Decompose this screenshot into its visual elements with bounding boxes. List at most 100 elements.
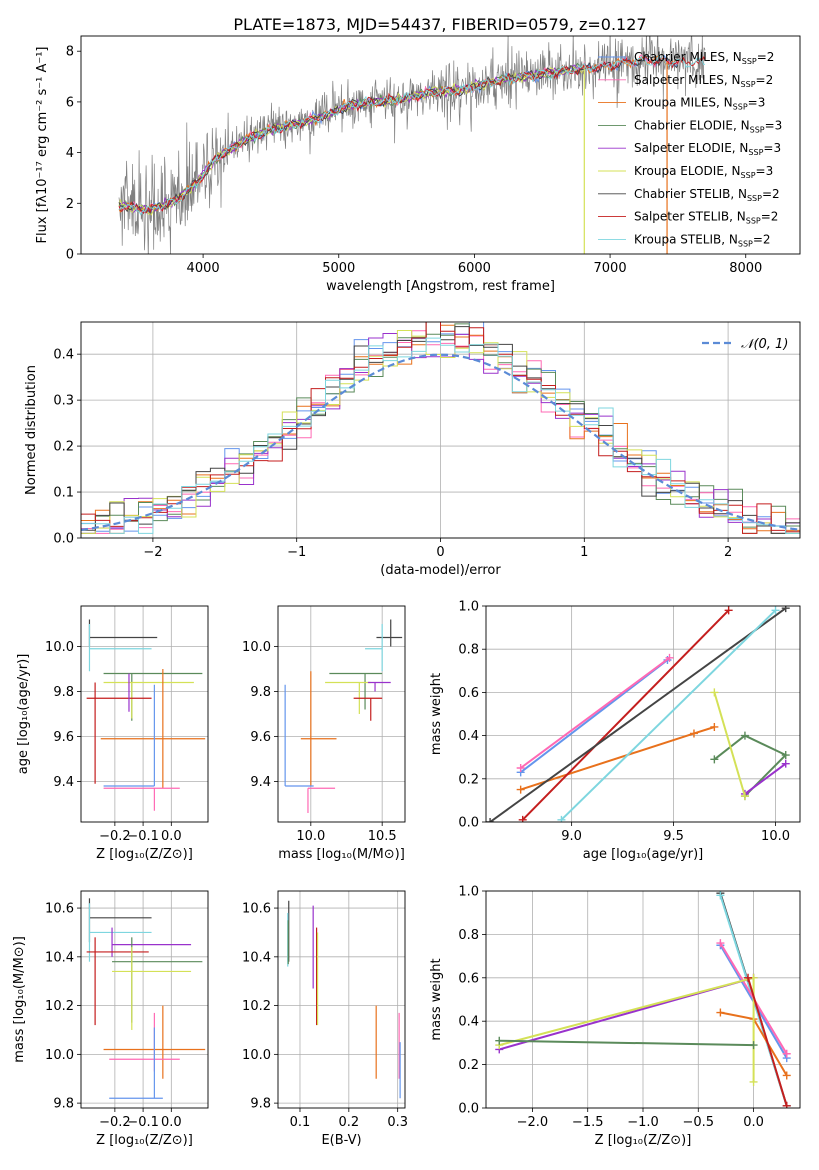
weight-point-marker <box>740 731 749 740</box>
weight-vs-age-xtick-label: 9.0 <box>561 829 582 844</box>
weight-point-marker <box>495 1036 504 1045</box>
weight-line <box>520 656 671 769</box>
figure-title: PLATE=1873, MJD=54437, FIBERID=0579, z=0… <box>233 15 646 34</box>
weight-vs-age-xlabel: age [log₁₀(age/yr)] <box>583 847 704 862</box>
mass-vs-Z-ytick-label: 10.6 <box>45 902 74 917</box>
residuals-plot-area <box>81 322 800 534</box>
weight-point-marker <box>665 653 674 662</box>
age-vs-mass-xtick-label: 10.0 <box>296 829 325 844</box>
age-vs-mass-ytick-label: 10.0 <box>242 640 271 655</box>
residuals-ytick-label: 0.3 <box>53 394 74 409</box>
weight-line <box>713 692 746 797</box>
spectrum-ylabel: Flux [fλ10⁻¹⁷ erg cm⁻² s⁻¹ A⁻¹] <box>35 47 50 244</box>
weight-line <box>560 609 777 821</box>
legend-entry: Kroupa MILES, NSSP=3 <box>634 96 765 112</box>
weight-point-marker <box>710 722 719 731</box>
weight-vs-age-ytick-label: 0.0 <box>458 816 479 831</box>
weight-vs-Z-ytick-label: 0.4 <box>458 1015 479 1030</box>
spectrum-model-chabrier-stelib <box>118 54 679 215</box>
weight-point-marker <box>782 1101 791 1108</box>
weight-vs-age-ylabel: mass weight <box>429 673 444 755</box>
residuals-xtick-label: 2 <box>724 545 732 560</box>
weight-point-marker <box>516 785 525 794</box>
spectrum-xtick-label: 5000 <box>322 261 355 276</box>
age-vs-Z-ytick-label: 9.4 <box>53 775 74 790</box>
weight-vs-Z-ylabel: mass weight <box>429 958 444 1040</box>
age-vs-Z-xtick-label: −0.2 <box>99 829 131 844</box>
mass-vs-EBV-ytick-label: 10.6 <box>242 902 271 917</box>
weight-line <box>713 734 788 797</box>
weight-vs-age-ytick-label: 0.4 <box>458 729 479 744</box>
age-vs-Z-ytick-label: 9.6 <box>53 730 74 745</box>
weight-point-marker <box>716 891 725 900</box>
residuals-frame <box>80 321 801 539</box>
spectrum-ytick-label: 2 <box>66 197 74 212</box>
histogram-step-kroupa-stelib <box>81 337 800 534</box>
mass-vs-EBV-ytick-label: 10.0 <box>242 1048 271 1063</box>
mass-vs-Z-ytick-label: 10.2 <box>45 999 74 1014</box>
spectrum-xtick-label: 7000 <box>594 261 627 276</box>
mass-vs-Z-ytick-label: 9.8 <box>53 1097 74 1112</box>
mass-vs-EBV-plot-area <box>287 900 401 1099</box>
mass-vs-Z-xtick-label: −0.1 <box>127 1115 159 1130</box>
legend-entry: Chabrier MILES, NSSP=2 <box>634 50 774 66</box>
weight-line <box>521 609 730 821</box>
residuals-xtick-label: −2 <box>143 545 162 560</box>
weight-line <box>747 977 788 1107</box>
mass-vs-EBV-frame <box>277 890 406 1109</box>
residuals-xtick-label: 1 <box>580 545 588 560</box>
age-vs-Z-xlabel: Z [log₁₀(Z/Z⊙)] <box>96 847 193 862</box>
legend-entry: Salpeter ELODIE, NSSP=3 <box>634 141 781 157</box>
weight-point-marker <box>724 606 733 615</box>
weight-vs-Z-ytick-label: 0.0 <box>458 1102 479 1117</box>
weight-vs-age-plot-area <box>486 606 790 822</box>
legend-entry: Salpeter STELIB, NSSP=2 <box>634 210 778 226</box>
residuals-xlabel: (data-model)/error <box>380 563 501 578</box>
residuals-ytick-label: 0.0 <box>53 532 74 547</box>
residuals-ylabel: Normed distribution <box>24 365 39 495</box>
legend-entry: Salpeter MILES, NSSP=2 <box>634 73 773 89</box>
weight-point-marker <box>716 939 725 948</box>
mass-vs-Z-xtick-label: 0.0 <box>161 1115 182 1130</box>
weight-point-marker <box>716 1008 725 1017</box>
weight-point-marker <box>782 1049 791 1058</box>
age-vs-Z-plot-area <box>86 619 206 811</box>
weight-line <box>520 659 669 774</box>
weight-line <box>489 607 787 822</box>
weight-point-marker <box>781 751 790 760</box>
age-vs-mass-ytick-label: 9.4 <box>250 775 271 790</box>
weight-vs-age-ytick-label: 1.0 <box>458 600 479 615</box>
weight-line <box>744 762 787 795</box>
residuals-ytick-label: 0.2 <box>53 440 74 455</box>
spectrum-ytick-label: 0 <box>66 248 74 263</box>
mass-vs-Z-plot-area <box>86 898 206 1099</box>
weight-point-marker <box>516 764 525 772</box>
mass-vs-Z-ytick-label: 10.0 <box>45 1048 74 1063</box>
spectrum-xtick-label: 4000 <box>187 261 220 276</box>
weight-vs-age-ytick-label: 0.6 <box>458 686 479 701</box>
age-vs-Z-ylabel: age [log₁₀(age/yr)] <box>16 654 31 775</box>
mass-vs-Z-frame <box>80 890 209 1109</box>
mass-vs-Z-ytick-label: 10.4 <box>45 950 74 965</box>
age-vs-mass-frame <box>277 605 406 823</box>
weight-point-marker <box>749 1077 758 1086</box>
weight-point-marker <box>557 815 566 822</box>
weight-vs-Z-ytick-label: 0.6 <box>458 971 479 986</box>
weight-point-marker <box>710 755 719 764</box>
weight-point-marker <box>744 973 753 982</box>
weight-vs-Z-xtick-label: −2.0 <box>517 1115 549 1130</box>
weight-point-marker <box>710 688 719 697</box>
spectrum-xtick-label: 6000 <box>458 261 491 276</box>
weight-point-marker <box>740 792 749 801</box>
weight-vs-age-frame <box>485 605 801 823</box>
mass-vs-Z-ylabel: mass [log₁₀(M/M⊙)] <box>12 936 27 1063</box>
weight-point-marker <box>689 729 698 738</box>
spectrum-frame <box>80 35 801 255</box>
weight-line <box>520 726 715 791</box>
spectrum-xtick-label: 8000 <box>729 261 762 276</box>
mass-vs-EBV-ytick-label: 10.4 <box>242 950 271 965</box>
weight-vs-Z-ytick-label: 0.8 <box>458 928 479 943</box>
mass-vs-EBV-ytick-label: 9.8 <box>250 1097 271 1112</box>
residuals-xtick-label: 0 <box>436 545 444 560</box>
